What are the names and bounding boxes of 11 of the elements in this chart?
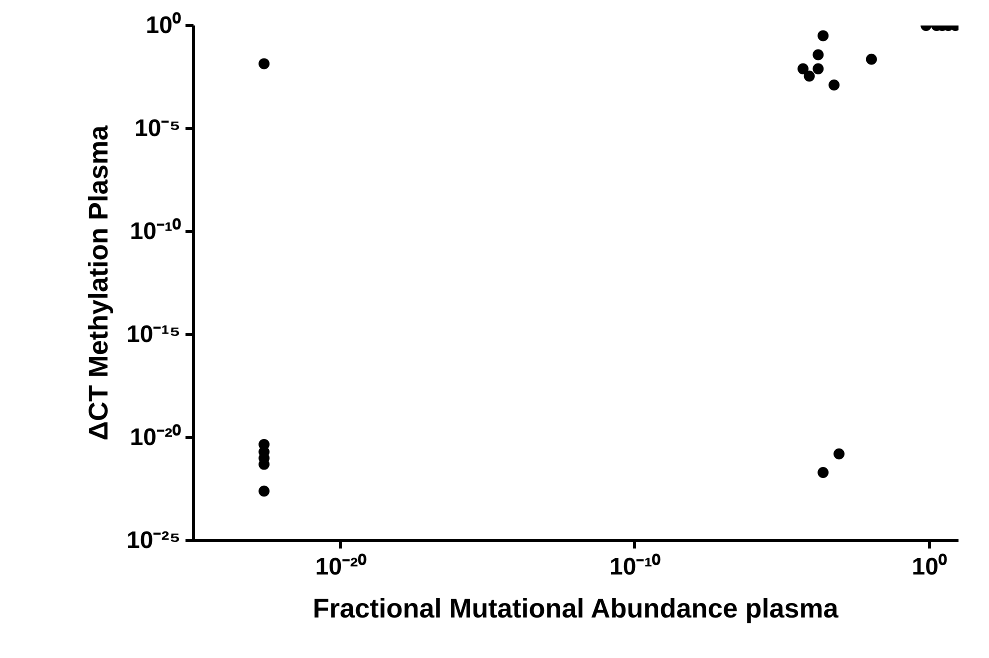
y-tick-label: 10⁰ xyxy=(146,12,182,39)
x-tick-label: 10⁻¹⁰ xyxy=(610,554,662,580)
y-tick-label: 10⁻⁵ xyxy=(134,115,180,142)
y-axis-title: ΔCT Methylation Plasma xyxy=(84,124,114,440)
x-tick-label: 10⁻²⁰ xyxy=(315,554,367,580)
y-tick-label: 10⁻²⁰ xyxy=(130,424,182,451)
y-tick-label: 10⁻²⁵ xyxy=(126,527,181,554)
x-axis-title: Fractional Mutational Abundance plasma xyxy=(312,594,840,624)
x-tick-label: 10⁰ xyxy=(912,554,948,580)
y-tick-label: 10⁻¹⁵ xyxy=(126,321,181,348)
y-tick-label: 10⁻¹⁰ xyxy=(130,218,182,245)
